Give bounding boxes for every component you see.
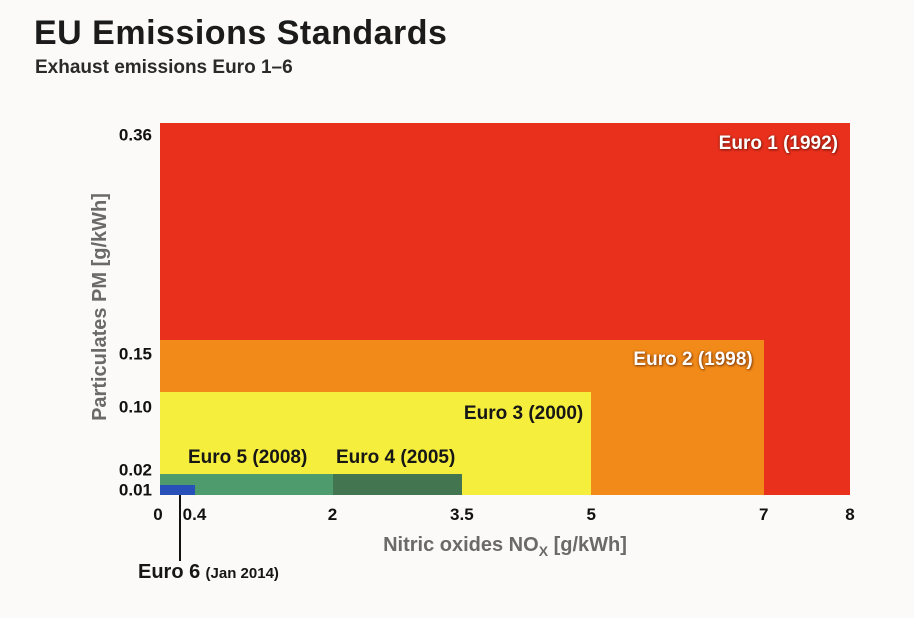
euro6-limit-region [160,484,195,495]
y-tick-label-0.10: 0.10 [118,397,152,417]
y-tick-label-0.02: 0.02 [118,460,152,480]
x-tick-label-5: 5 [586,505,596,524]
x-tick-label-0: 0 [153,505,163,524]
x-axis-title-prefix: Nitric oxides NO [383,534,539,556]
euro5-region-label: Euro 5 (2008) [188,447,308,468]
x-tick-label-0.4: 0.4 [182,505,207,524]
x-axis-title-suffix: [g/kWh] [548,534,627,556]
euro2-region-label: Euro 2 (1998) [633,349,753,370]
x-tick-label-7: 7 [759,505,769,524]
y-axis-title: Particulates PM [g/kWh] [89,193,111,421]
x-tick-label-2: 2 [327,505,338,524]
euro6-callout-line [179,488,182,561]
y-tick-label-0.15: 0.15 [118,344,152,364]
euro1-region-label: Euro 1 (1992) [718,133,838,154]
page-subtitle: Exhaust emissions Euro 1–6 [35,57,293,78]
page-title: EU Emissions Standards [34,14,448,52]
x-axis-title: Nitric oxides NOX [g/kWh] [160,534,850,559]
euro6-label-name: Euro 6 [138,561,201,583]
euro3-region-label: Euro 3 (2000) [463,403,584,424]
y-tick-label-0.01: 0.01 [118,480,152,500]
x-tick-label-8: 8 [845,505,855,524]
euro6-region-label: Euro 6 (Jan 2014) [138,562,279,582]
euro6-label-date: (Jan 2014) [205,565,279,582]
x-tick-label-3.5: 3.5 [450,505,474,524]
y-tick-label-0.36: 0.36 [118,125,152,145]
euro5-limit-region [160,474,333,495]
x-axis-title-subscript: X [538,543,549,559]
euro4-region-label: Euro 4 (2005) [336,447,456,468]
